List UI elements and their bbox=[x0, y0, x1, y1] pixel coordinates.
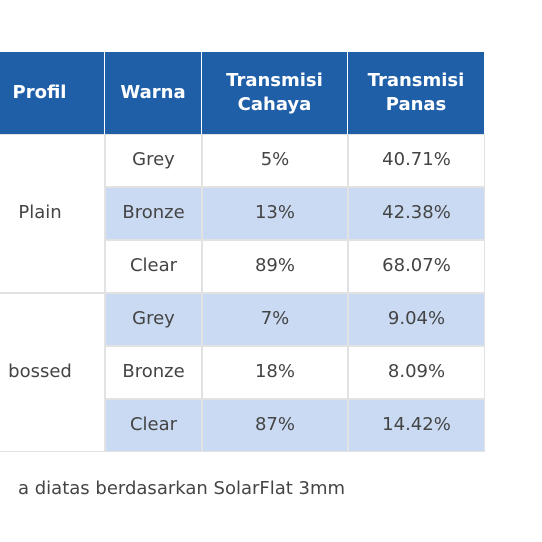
table-cell: 40.71% bbox=[348, 134, 485, 187]
table-cell: 68.07% bbox=[348, 240, 485, 293]
table-cell: 9.04% bbox=[348, 293, 485, 346]
table-cell: Grey bbox=[105, 134, 202, 187]
header-cell: Profil bbox=[0, 52, 105, 134]
table-cell: 18% bbox=[202, 346, 348, 399]
table-cell: 14.42% bbox=[348, 399, 485, 452]
table-cell: 7% bbox=[202, 293, 348, 346]
profil-cell: bossed bbox=[0, 293, 105, 452]
table-cell: 8.09% bbox=[348, 346, 485, 399]
table-cell: Grey bbox=[105, 293, 202, 346]
header-cell: Transmisi Cahaya bbox=[202, 52, 348, 134]
table-cell: 5% bbox=[202, 134, 348, 187]
footnote: a diatas berdasarkan SolarFlat 3mm bbox=[18, 478, 346, 499]
table-cell: 13% bbox=[202, 187, 348, 240]
header-cell: Transmisi Panas bbox=[348, 52, 485, 134]
profil-cell: Plain bbox=[0, 134, 105, 293]
table-cell: Bronze bbox=[105, 187, 202, 240]
table-cell: 42.38% bbox=[348, 187, 485, 240]
table-cell: 87% bbox=[202, 399, 348, 452]
table-cell: Clear bbox=[105, 240, 202, 293]
header-cell: Warna bbox=[105, 52, 202, 134]
table-cell: Clear bbox=[105, 399, 202, 452]
table-cell: 89% bbox=[202, 240, 348, 293]
table-cell: Bronze bbox=[105, 346, 202, 399]
